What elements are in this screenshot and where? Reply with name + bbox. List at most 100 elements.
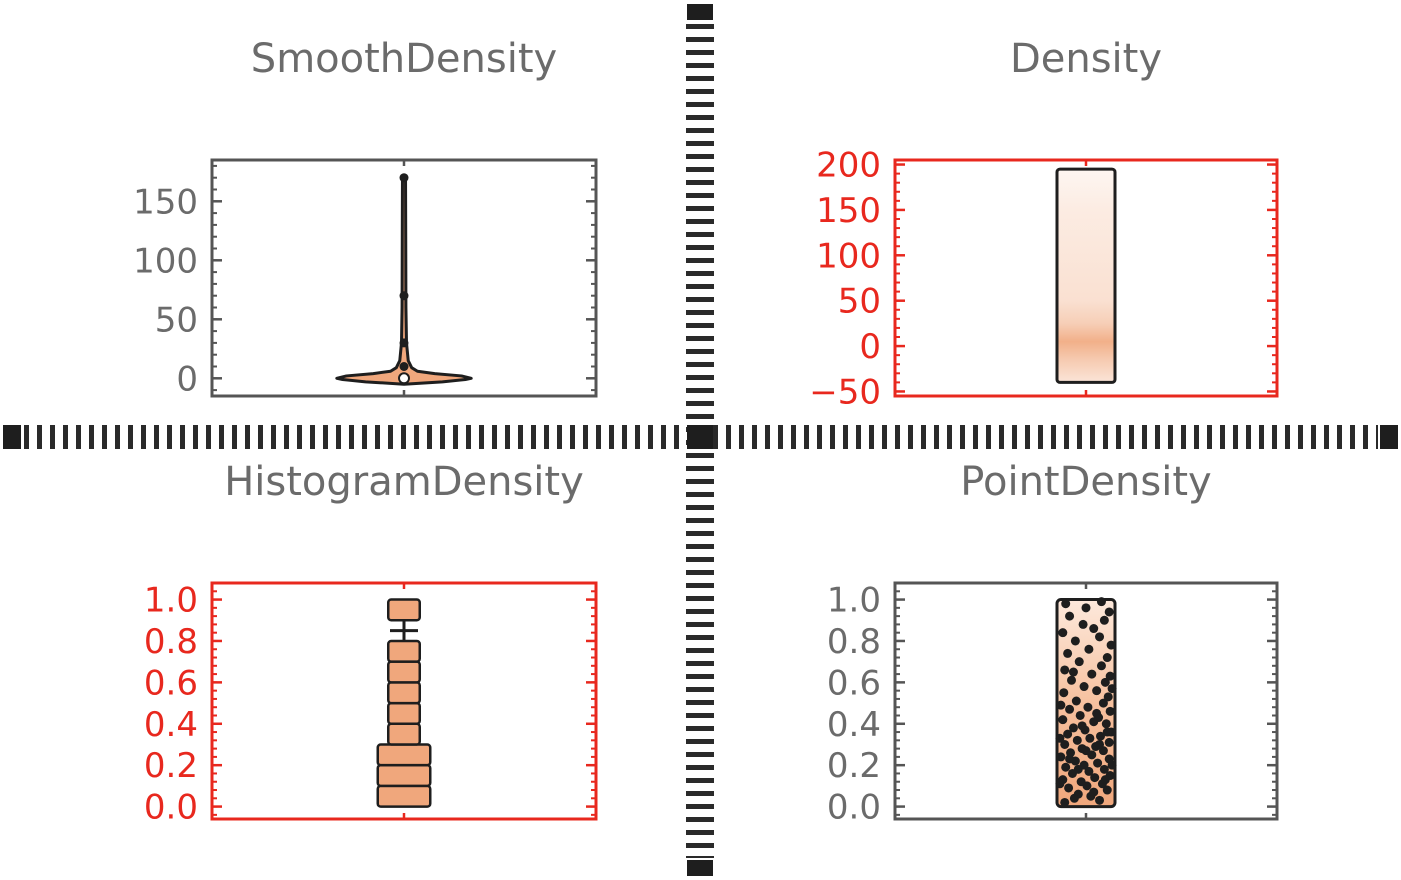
data-point — [1068, 667, 1078, 677]
chart-title: PointDensity — [960, 459, 1211, 505]
violin-dot — [399, 173, 409, 183]
data-point — [1065, 754, 1075, 764]
data-point — [1074, 657, 1084, 667]
data-point — [1055, 779, 1065, 789]
data-point — [1107, 684, 1117, 694]
histogram-bin — [376, 743, 432, 767]
data-point — [1096, 731, 1105, 741]
data-point — [1092, 708, 1102, 718]
chart-title: HistogramDensity — [224, 459, 584, 505]
histogram-bin — [376, 763, 432, 788]
data-point — [1065, 611, 1075, 621]
data-point — [1081, 746, 1091, 756]
data-point — [1095, 795, 1105, 805]
data-point — [1085, 733, 1095, 743]
data-point — [1056, 752, 1066, 762]
data-point — [1083, 702, 1093, 712]
chart-title: SmoothDensity — [251, 36, 557, 82]
violin-dot — [399, 362, 409, 371]
panel-point-density: PointDensity 0.00.20.40.60.81.0 — [827, 459, 1279, 828]
divider-end-left — [3, 425, 21, 449]
data-point — [1076, 777, 1086, 787]
data-point — [1068, 723, 1078, 733]
data-point — [1060, 797, 1070, 807]
y-tick-label: 0.0 — [144, 788, 198, 828]
violin-dot — [399, 338, 409, 348]
divider-lines — [3, 4, 1398, 876]
y-tick-label: 0.8 — [827, 622, 881, 662]
violin-median — [398, 372, 410, 385]
data-point — [1065, 704, 1075, 714]
y-tick-label: 50 — [155, 300, 198, 340]
histogram-bin — [387, 722, 421, 746]
data-point — [1079, 682, 1089, 692]
data-point — [1084, 644, 1094, 654]
data-point — [1075, 710, 1085, 720]
data-point — [1081, 603, 1091, 613]
violin-dot — [399, 291, 409, 301]
data-point — [1090, 773, 1100, 783]
y-tick-label: 0.0 — [827, 788, 881, 828]
panel-smooth-density: SmoothDensity 0 50 100 150 — [133, 36, 598, 399]
data-point — [1089, 624, 1099, 634]
data-point — [1064, 783, 1074, 793]
y-tick-label: 150 — [133, 182, 198, 222]
data-point — [1058, 628, 1068, 638]
data-point — [1105, 706, 1115, 716]
data-point — [1100, 677, 1110, 687]
data-point — [1087, 669, 1097, 679]
y-tick-label: 1.0 — [827, 581, 881, 621]
data-point — [1093, 758, 1103, 768]
data-point — [1100, 775, 1110, 785]
data-point — [1104, 737, 1114, 747]
panel-histogram-density: HistogramDensity 0.00.20.40.60.81.0 — [144, 459, 598, 828]
data-point — [1089, 787, 1099, 797]
chart-title: Density — [1010, 36, 1162, 82]
data-point — [1067, 675, 1076, 685]
y-tick-label: 0.2 — [827, 746, 881, 786]
data-point — [1105, 671, 1115, 681]
y-tick-label: 0.2 — [144, 746, 198, 786]
histogram-bin — [387, 660, 421, 684]
y-tick-label: 0.6 — [827, 663, 881, 703]
y-tick-label: 50 — [838, 282, 881, 322]
data-point — [1101, 719, 1111, 729]
divider-end-bottom — [687, 860, 713, 876]
data-point — [1095, 739, 1105, 749]
data-point — [1106, 640, 1116, 650]
plot-content: −50 0 50 100 150 200 — [809, 146, 1279, 412]
y-tick-label: 0.6 — [144, 663, 198, 703]
data-point — [1102, 785, 1112, 795]
data-point — [1060, 665, 1070, 675]
y-tick-label: 150 — [816, 191, 881, 231]
data-point — [1107, 760, 1117, 770]
data-point — [1060, 739, 1070, 749]
panel-density: Density −50 0 50 100 150 200 — [809, 36, 1279, 412]
violin-shape — [335, 176, 473, 386]
data-point — [1102, 727, 1112, 737]
data-point — [1084, 766, 1094, 776]
y-tick-label: 0.4 — [827, 705, 881, 745]
data-point — [1096, 661, 1106, 671]
data-point — [1055, 733, 1065, 743]
data-point — [1063, 648, 1073, 658]
data-point — [1071, 696, 1081, 706]
divider-end-right — [1380, 425, 1398, 449]
histogram-bin — [387, 701, 421, 726]
data-point — [1077, 721, 1087, 731]
data-point — [1078, 619, 1088, 629]
data-point — [1069, 793, 1079, 803]
data-point — [1063, 729, 1073, 739]
divider-end-top — [687, 4, 713, 20]
data-point — [1099, 764, 1109, 774]
y-tick-label: 100 — [133, 241, 198, 281]
histogram-bin — [376, 784, 432, 808]
data-point — [1058, 715, 1068, 725]
plot-content: 0.00.20.40.60.81.0 — [144, 581, 598, 828]
y-tick-label: 0 — [859, 327, 881, 367]
data-point — [1072, 735, 1082, 745]
histogram-bin — [387, 681, 421, 705]
y-tick-label: 1.0 — [144, 581, 198, 621]
data-point — [1103, 692, 1113, 702]
